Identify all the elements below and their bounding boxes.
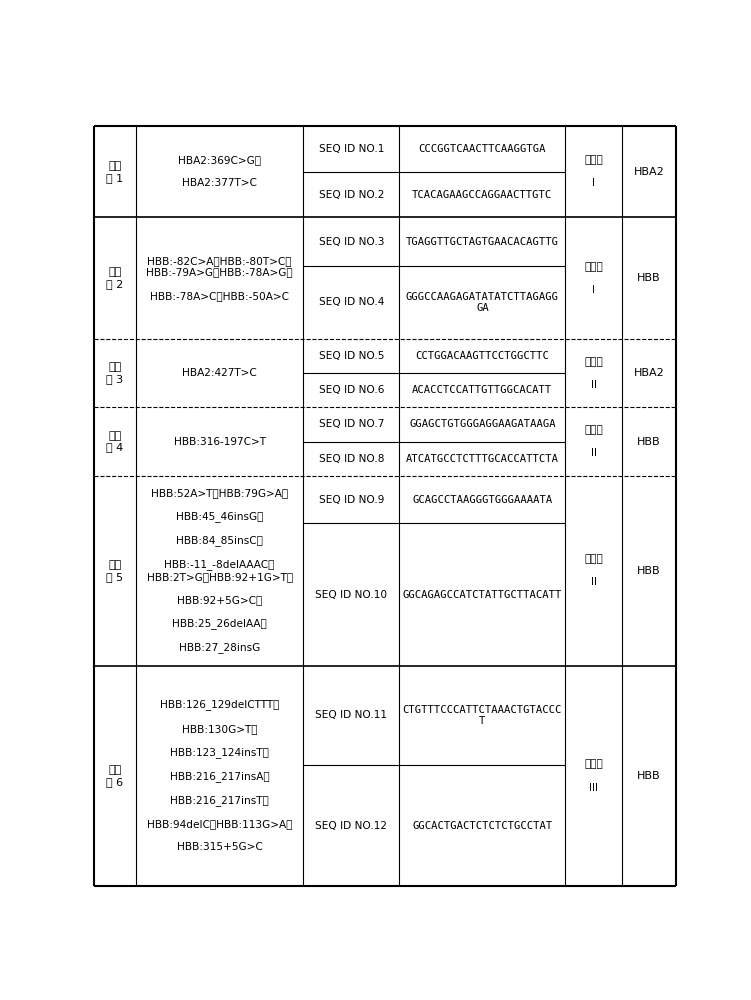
- Text: HBB: HBB: [638, 771, 661, 781]
- Text: SEQ ID NO.5: SEQ ID NO.5: [318, 351, 384, 361]
- Text: 引物
对 5: 引物 对 5: [106, 560, 123, 582]
- Text: CCCGGTCAACTTCAAGGTGA: CCCGGTCAACTTCAAGGTGA: [418, 144, 546, 154]
- Text: GGCAGAGCCATCTATTGCTTACATT: GGCAGAGCCATCTATTGCTTACATT: [403, 590, 562, 600]
- Text: TGAGGTTGCTAGTGAACACAGTTG: TGAGGTTGCTAGTGAACACAGTTG: [406, 237, 559, 247]
- Text: SEQ ID NO.2: SEQ ID NO.2: [318, 190, 384, 200]
- Text: 引物池

III: 引物池 III: [584, 759, 603, 793]
- Text: SEQ ID NO.7: SEQ ID NO.7: [318, 419, 384, 429]
- Text: SEQ ID NO.6: SEQ ID NO.6: [318, 385, 384, 395]
- Text: GGCACTGACTCTCTCTGCCTAT: GGCACTGACTCTCTCTGCCTAT: [412, 821, 553, 831]
- Text: HBB: HBB: [638, 566, 661, 576]
- Text: SEQ ID NO.4: SEQ ID NO.4: [318, 297, 384, 307]
- Text: HBA2: HBA2: [634, 167, 665, 177]
- Text: 引物
对 2: 引物 对 2: [106, 267, 123, 289]
- Text: 引物池

II: 引物池 II: [584, 554, 603, 587]
- Text: ACACCTCCATTGTTGGCACATT: ACACCTCCATTGTTGGCACATT: [412, 385, 553, 395]
- Text: SEQ ID NO.10: SEQ ID NO.10: [315, 590, 388, 600]
- Text: CCTGGACAAGTTCCTGGCTTC: CCTGGACAAGTTCCTGGCTTC: [415, 351, 549, 361]
- Text: 引物池

II: 引物池 II: [584, 425, 603, 458]
- Text: 引物池

I: 引物池 I: [584, 262, 603, 295]
- Text: HBB: HBB: [638, 437, 661, 447]
- Text: SEQ ID NO.8: SEQ ID NO.8: [318, 454, 385, 464]
- Text: SEQ ID NO.9: SEQ ID NO.9: [318, 495, 384, 505]
- Text: HBB:126_129delCTTT、

HBB:130G>T、

HBB:123_124insT、

HBB:216_217insA、

HBB:216_21: HBB:126_129delCTTT、 HBB:130G>T、 HBB:123_…: [147, 700, 292, 852]
- Text: TCACAGAAGCCAGGAACTTGTC: TCACAGAAGCCAGGAACTTGTC: [412, 190, 553, 200]
- Text: SEQ ID NO.3: SEQ ID NO.3: [318, 237, 385, 247]
- Text: HBB: HBB: [638, 273, 661, 283]
- Text: GGAGCTGTGGGAGGAAGATAAGA: GGAGCTGTGGGAGGAAGATAAGA: [409, 419, 556, 429]
- Text: GGGCCAAGAGATATATCTTAGAGG
GA: GGGCCAAGAGATATATCTTAGAGG GA: [406, 292, 559, 313]
- Text: 引物
对 3: 引物 对 3: [106, 362, 123, 384]
- Text: SEQ ID NO.11: SEQ ID NO.11: [315, 710, 388, 720]
- Text: SEQ ID NO.12: SEQ ID NO.12: [315, 821, 388, 831]
- Text: GCAGCCTAAGGGTGGGAAAATA: GCAGCCTAAGGGTGGGAAAATA: [412, 495, 553, 505]
- Text: 引物池

II: 引物池 II: [584, 357, 603, 390]
- Text: CTGTTTCCCATTCTAAACTGTACCC
T: CTGTTTCCCATTCTAAACTGTACCC T: [403, 705, 562, 726]
- Text: ATCATGCCTCTTTGCACCATTCTA: ATCATGCCTCTTTGCACCATTCTA: [406, 454, 559, 464]
- Text: 引物
对 6: 引物 对 6: [106, 765, 123, 787]
- Text: HBB:52A>T、HBB:79G>A、

HBB:45_46insG、

HBB:84_85insC、

HBB:-11_-8delAAAC、
HBB:2T>: HBB:52A>T、HBB:79G>A、 HBB:45_46insG、 HBB:…: [146, 488, 293, 653]
- Text: HBA2:369C>G、

HBA2:377T>C: HBA2:369C>G、 HBA2:377T>C: [178, 155, 261, 188]
- Text: 引物
对 4: 引物 对 4: [106, 431, 123, 452]
- Text: HBA2:427T>C: HBA2:427T>C: [182, 368, 257, 378]
- Text: SEQ ID NO.1: SEQ ID NO.1: [318, 144, 384, 154]
- Text: HBA2: HBA2: [634, 368, 665, 378]
- Text: HBB:-82C>A、HBB:-80T>C、
HBB:-79A>G、HBB:-78A>G、

HBB:-78A>C、HBB:-50A>C: HBB:-82C>A、HBB:-80T>C、 HBB:-79A>G、HBB:-7…: [146, 256, 293, 301]
- Text: HBB:316-197C>T: HBB:316-197C>T: [173, 437, 266, 447]
- Text: 引物池

I: 引物池 I: [584, 155, 603, 188]
- Text: 引物
对 1: 引物 对 1: [106, 161, 123, 183]
